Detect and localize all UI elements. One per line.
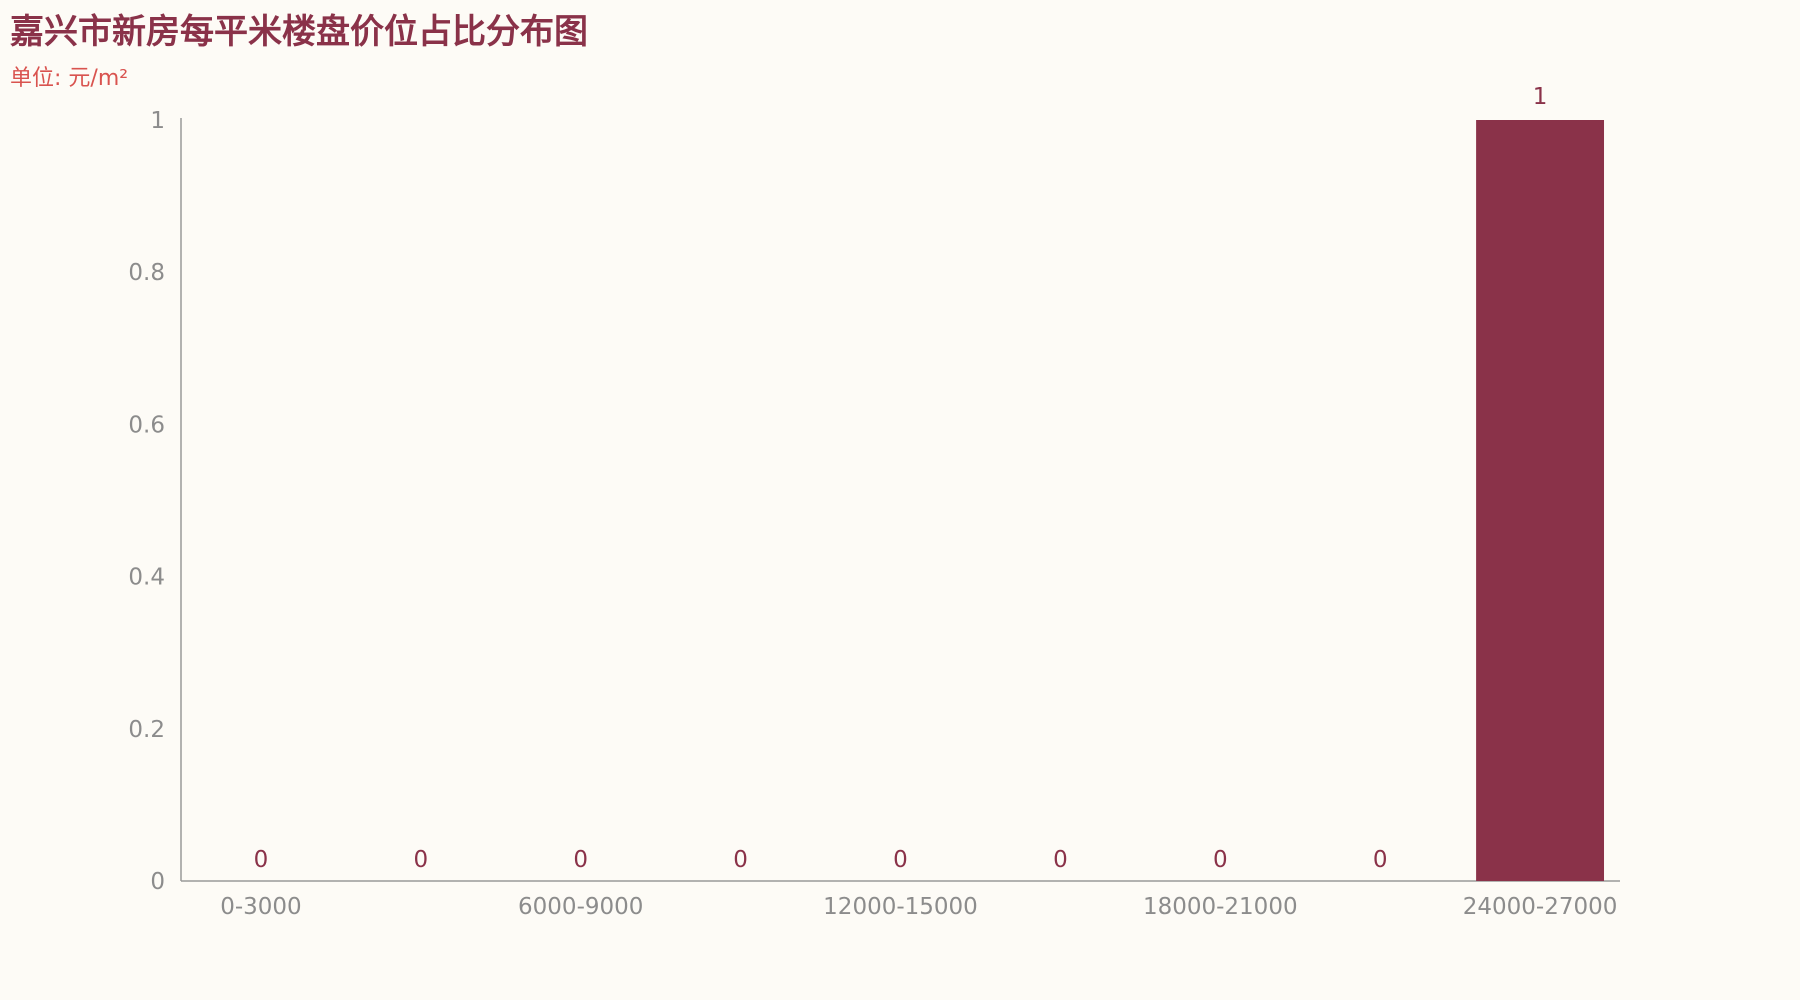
data-label: 0 [733,847,748,873]
x-tick-label: 18000-21000 [1143,894,1298,920]
x-tick-label: 24000-27000 [1463,894,1618,920]
y-tick-label: 0.8 [128,260,165,286]
data-label: 0 [573,847,588,873]
data-label: 0 [414,847,429,873]
data-label: 0 [254,847,269,873]
data-label: 0 [1213,847,1228,873]
x-tick-label: 0-3000 [220,894,301,920]
x-tick-label: 12000-15000 [823,894,978,920]
data-label: 0 [1053,847,1068,873]
data-label: 0 [893,847,908,873]
data-label: 0 [1373,847,1388,873]
y-tick-label: 0.6 [128,412,165,438]
x-tick-label: 6000-9000 [518,894,643,920]
y-tick-label: 0.4 [128,565,165,591]
data-label: 1 [1533,84,1548,110]
y-tick-label: 0 [150,869,165,895]
y-tick-label: 1 [150,108,165,134]
y-tick-label: 0.2 [128,717,165,743]
chart-title: 嘉兴市新房每平米楼盘价位占比分布图 [10,12,588,52]
bar-24000-27000 [1476,120,1605,881]
chart-subtitle: 单位: 元/m² [10,66,129,91]
